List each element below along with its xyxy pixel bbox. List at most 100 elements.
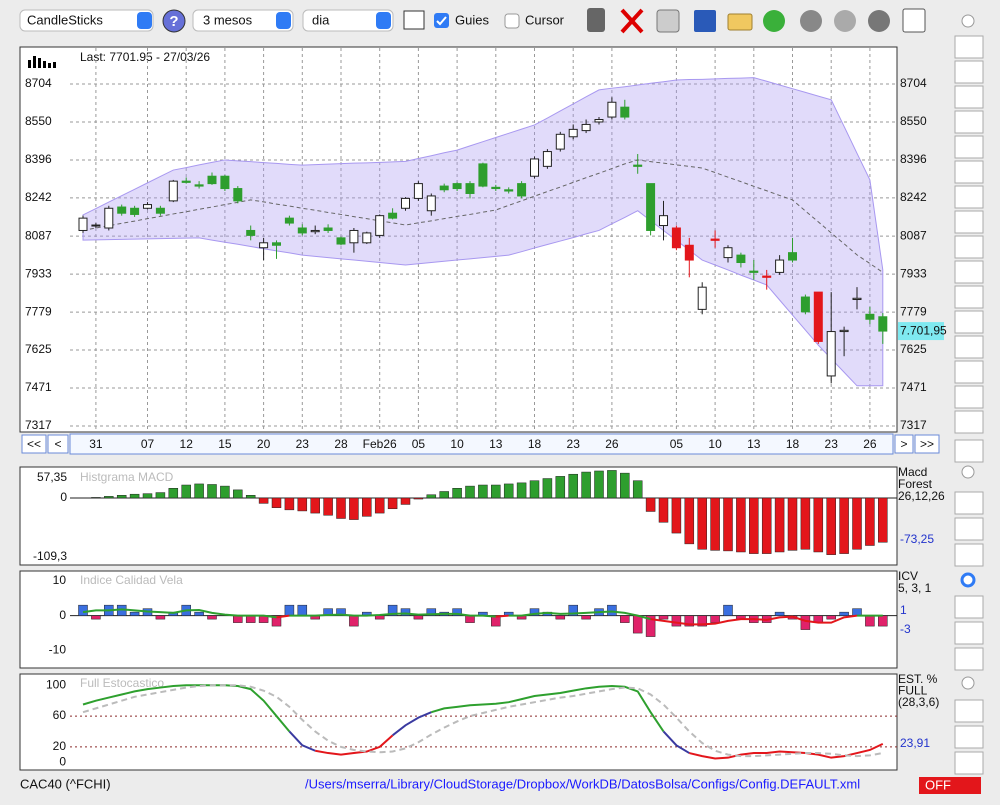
tool-button[interactable] bbox=[954, 621, 984, 645]
bar bbox=[839, 497, 849, 554]
tool-button[interactable] bbox=[954, 360, 984, 384]
currency-button[interactable] bbox=[834, 10, 856, 32]
bar bbox=[349, 615, 359, 627]
download-button[interactable] bbox=[800, 10, 822, 32]
delete-button[interactable] bbox=[620, 8, 644, 34]
select-arrow bbox=[376, 12, 391, 29]
radio[interactable] bbox=[961, 465, 975, 479]
tool-button[interactable] bbox=[954, 699, 984, 723]
config-path[interactable]: /Users/mserra/Library/CloudStorage/Dropb… bbox=[305, 776, 860, 791]
help-button[interactable] bbox=[162, 9, 186, 33]
tool-button[interactable] bbox=[954, 385, 984, 409]
symbol: CAC40 (^FCHI) bbox=[20, 776, 111, 791]
bar bbox=[607, 470, 617, 499]
save-button[interactable] bbox=[694, 10, 716, 32]
bar bbox=[491, 615, 501, 627]
candle-body bbox=[78, 217, 88, 231]
x-tick-label: 28 bbox=[334, 437, 348, 451]
guides-checkbox[interactable] bbox=[434, 13, 449, 28]
radio-selected[interactable] bbox=[960, 572, 976, 588]
k-line bbox=[288, 730, 316, 752]
chart-icon[interactable] bbox=[403, 10, 425, 30]
tool-button[interactable] bbox=[954, 85, 984, 109]
tool-button[interactable] bbox=[954, 335, 984, 359]
bar bbox=[697, 497, 707, 550]
calendar-button[interactable] bbox=[902, 8, 926, 33]
tool-button[interactable] bbox=[954, 543, 984, 567]
nav-button[interactable] bbox=[914, 434, 940, 454]
tool-button[interactable] bbox=[954, 285, 984, 309]
bar bbox=[323, 497, 333, 516]
bar bbox=[220, 485, 230, 499]
tool-button[interactable] bbox=[954, 410, 984, 434]
trash-button[interactable] bbox=[587, 8, 605, 32]
bar bbox=[284, 497, 295, 511]
bar bbox=[271, 497, 282, 508]
tool-button[interactable] bbox=[954, 35, 984, 59]
tool-button[interactable] bbox=[954, 491, 984, 515]
tool-button[interactable] bbox=[954, 210, 984, 234]
candle-body bbox=[542, 151, 552, 167]
candle-body bbox=[646, 183, 656, 231]
y-tick-label: 0 bbox=[60, 490, 67, 504]
bar bbox=[194, 483, 204, 499]
y-tick-label-right: 8242 bbox=[900, 190, 927, 204]
candle-body bbox=[375, 215, 385, 236]
tool-button[interactable] bbox=[954, 135, 984, 159]
tool-button[interactable] bbox=[954, 185, 984, 209]
tool-button[interactable] bbox=[954, 260, 984, 284]
bar bbox=[362, 497, 372, 517]
signal-line bbox=[276, 614, 290, 619]
candle-body bbox=[788, 252, 797, 261]
bar bbox=[594, 470, 604, 499]
x-tick-label: 05 bbox=[412, 437, 426, 451]
bar bbox=[503, 483, 514, 499]
candle-body bbox=[568, 128, 578, 138]
bar bbox=[736, 497, 746, 553]
bar bbox=[194, 611, 204, 616]
candle-body bbox=[865, 313, 875, 320]
bar bbox=[374, 615, 385, 620]
nav-button[interactable] bbox=[47, 434, 69, 454]
tool-button[interactable] bbox=[954, 235, 984, 259]
bar bbox=[671, 615, 682, 627]
radio[interactable] bbox=[961, 14, 975, 28]
settings-button[interactable] bbox=[868, 10, 890, 32]
tool-button[interactable] bbox=[954, 110, 984, 134]
nav-button[interactable] bbox=[894, 434, 914, 454]
y-tick-label-right: 8087 bbox=[900, 228, 927, 242]
bar bbox=[800, 497, 811, 550]
radio[interactable] bbox=[961, 676, 975, 690]
tool-button[interactable] bbox=[954, 160, 984, 184]
legend-text: FULL bbox=[898, 684, 928, 698]
candle-body bbox=[839, 329, 849, 333]
bar bbox=[632, 480, 643, 499]
y-tick-label: 7779 bbox=[25, 304, 52, 318]
tool-button[interactable] bbox=[954, 595, 984, 619]
refresh-button[interactable] bbox=[763, 10, 785, 32]
bar bbox=[632, 615, 643, 634]
tool-button[interactable] bbox=[954, 647, 984, 671]
bar bbox=[620, 615, 630, 623]
y-tick-label-right: 7471 bbox=[900, 380, 927, 394]
open-button[interactable] bbox=[727, 13, 753, 31]
cursor-checkbox[interactable] bbox=[504, 13, 520, 29]
nav-button[interactable] bbox=[21, 434, 47, 454]
period-select[interactable] bbox=[192, 9, 294, 32]
off-button[interactable] bbox=[919, 777, 981, 794]
price-tag-label: 7.701,95 bbox=[900, 323, 947, 337]
tool-button[interactable] bbox=[954, 439, 984, 463]
candle-body bbox=[194, 184, 204, 187]
tool-button[interactable] bbox=[954, 751, 984, 775]
tool-button[interactable] bbox=[954, 60, 984, 84]
candle-body bbox=[633, 164, 643, 167]
chart-type-select[interactable] bbox=[19, 9, 154, 32]
candle-body bbox=[878, 316, 888, 332]
interval-select[interactable] bbox=[302, 9, 394, 32]
tool-button[interactable] bbox=[954, 310, 984, 334]
bar bbox=[671, 497, 682, 534]
bar bbox=[710, 615, 720, 623]
print-button[interactable] bbox=[656, 9, 680, 33]
tool-button[interactable] bbox=[954, 517, 984, 541]
tool-button[interactable] bbox=[954, 725, 984, 749]
